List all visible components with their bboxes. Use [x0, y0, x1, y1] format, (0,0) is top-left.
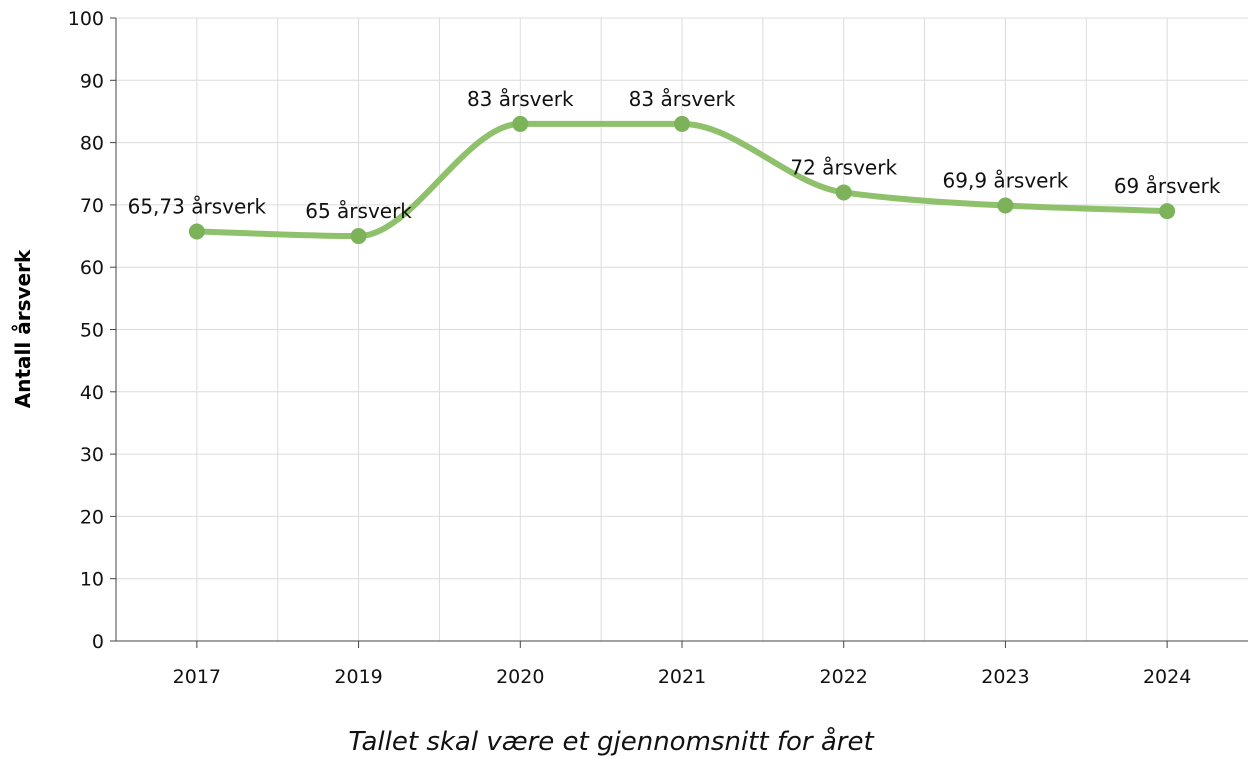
y-tick-label: 40	[80, 382, 104, 404]
data-point-marker[interactable]	[512, 115, 529, 132]
x-tick-label: 2019	[334, 666, 382, 688]
y-tick-label: 80	[80, 133, 104, 155]
data-point-marker[interactable]	[188, 223, 205, 240]
y-tick-label: 100	[68, 8, 104, 30]
data-label: 83 årsverk	[467, 87, 574, 111]
grid	[116, 17, 1248, 641]
data-point-marker[interactable]	[1159, 203, 1176, 220]
y-tick-label: 90	[80, 70, 104, 92]
data-point-marker[interactable]	[835, 184, 852, 201]
data-label: 69 årsverk	[1114, 174, 1221, 198]
x-tick-label: 2022	[820, 666, 868, 688]
y-tick-label: 20	[80, 506, 104, 528]
y-tick-label: 50	[80, 320, 104, 342]
data-point-marker[interactable]	[350, 228, 367, 245]
x-tick-label: 2024	[1143, 666, 1191, 688]
y-tick-label: 60	[80, 257, 104, 279]
data-point-marker[interactable]	[674, 115, 690, 132]
x-tick-label: 2023	[981, 666, 1029, 688]
data-label: 69,9 årsverk	[943, 169, 1069, 193]
x-axis-title: Tallet skal være et gjennomsnitt for åre…	[348, 726, 874, 757]
y-tick-label: 10	[80, 569, 104, 591]
y-tick-label: 70	[80, 195, 104, 217]
y-tick-label: 0	[92, 631, 104, 653]
y-tick-label: 30	[80, 444, 104, 466]
x-tick-label: 2020	[496, 666, 544, 688]
x-tick-label: 2021	[658, 666, 706, 688]
data-label: 72 årsverk	[790, 155, 897, 179]
data-labels: 65,73 årsverk 65 årsverk 83 årsverk 83 årsv…	[128, 87, 1221, 223]
data-label: 65 årsverk	[305, 199, 412, 223]
data-point-marker[interactable]	[997, 197, 1014, 214]
data-label: 83 årsverk	[629, 87, 736, 111]
x-axis-ticks: 2017 2019 2020 2021 2022 2023 2024	[173, 641, 1191, 688]
y-axis-ticks: 0 10 20 30 40 50 60 70 80 90 100	[68, 8, 116, 653]
series	[188, 115, 1176, 245]
x-tick-label: 2017	[173, 666, 221, 688]
y-axis-title: Antall årsverk	[11, 249, 35, 408]
data-label: 65,73 årsverk	[128, 195, 267, 219]
